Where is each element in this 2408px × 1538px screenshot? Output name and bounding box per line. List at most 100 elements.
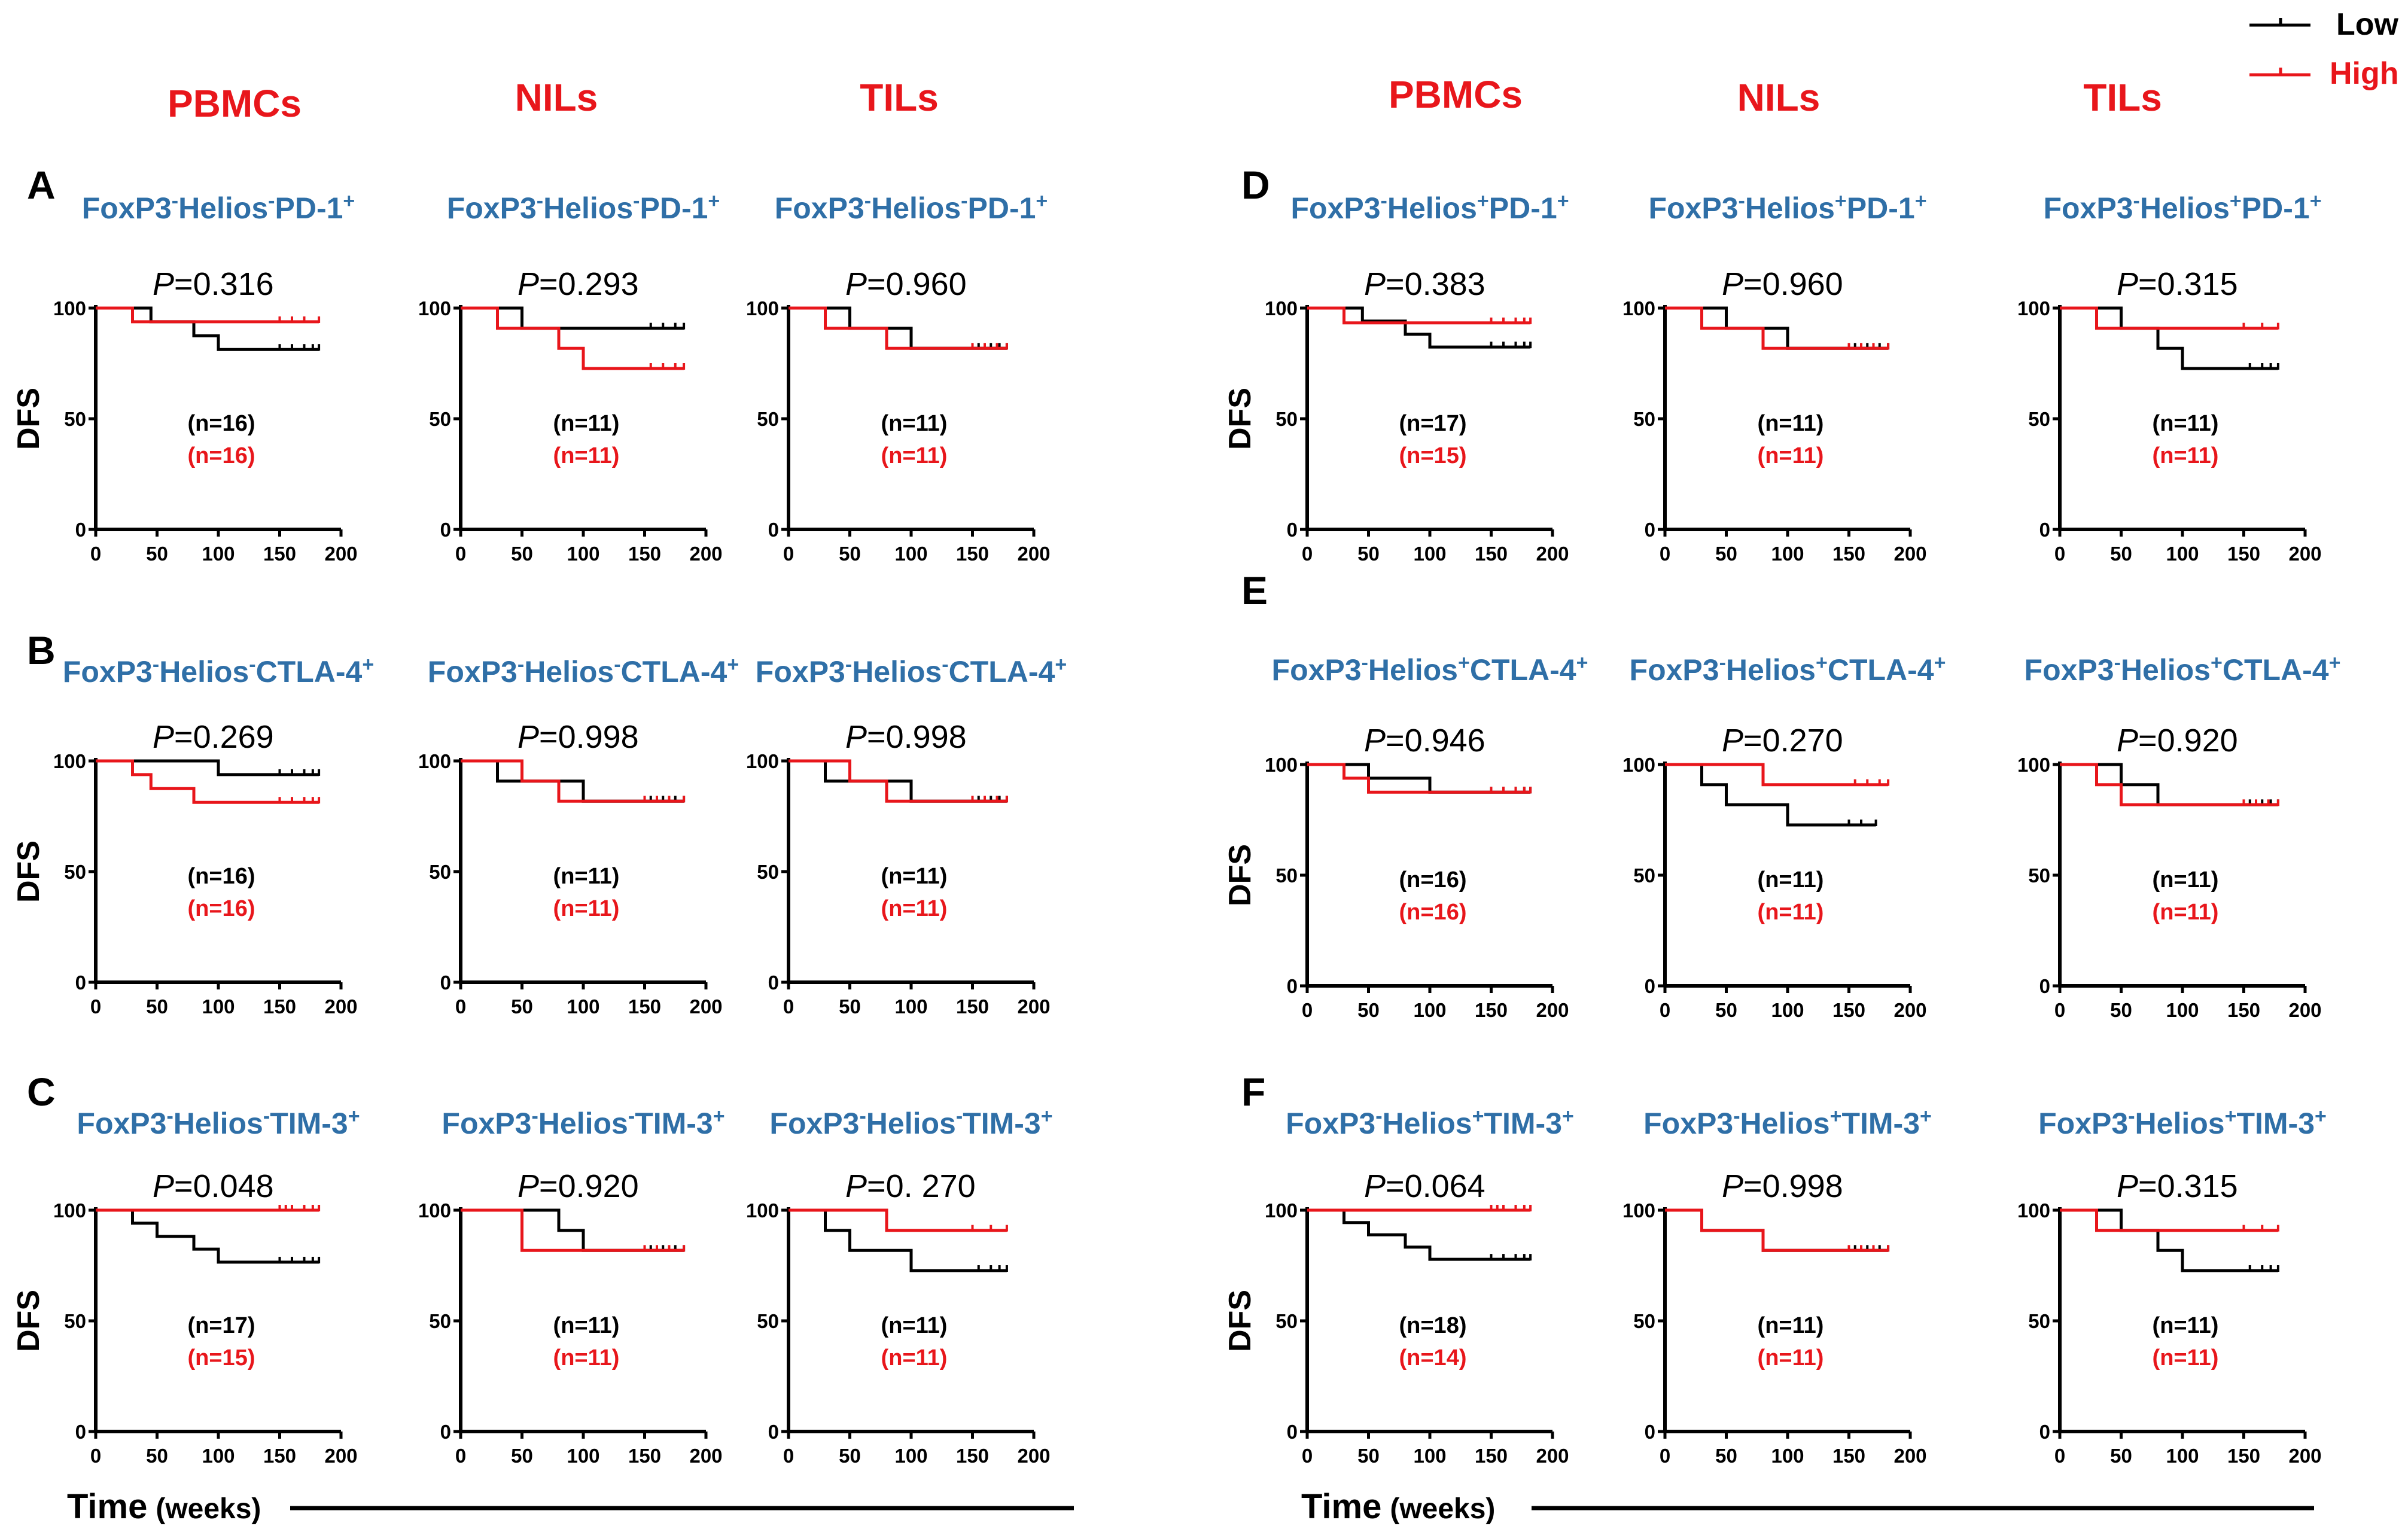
title-superscript: + bbox=[1477, 190, 1489, 212]
n-high-label: (n=11) bbox=[1758, 443, 1824, 468]
y-tick-label: 0 bbox=[440, 519, 451, 541]
n-low-label: (n=11) bbox=[881, 1313, 948, 1338]
title-part: PD-1 bbox=[1489, 191, 1557, 225]
title-superscript: + bbox=[2315, 1105, 2327, 1128]
km-curve-high bbox=[461, 1208, 684, 1252]
n-low-label: (n=16) bbox=[188, 411, 255, 436]
x-tick-label: 200 bbox=[1017, 995, 1050, 1018]
km-curve-low bbox=[2060, 306, 2278, 370]
x-tick-label: 100 bbox=[2166, 999, 2199, 1021]
chart-title: FoxP3-Helios-TIM-3+ bbox=[769, 1105, 1052, 1140]
p-value-number: =0.960 bbox=[867, 266, 967, 302]
p-value-number: =0.269 bbox=[174, 719, 274, 755]
km-curve-low bbox=[789, 1208, 1007, 1272]
x-tick-label: 150 bbox=[628, 995, 661, 1018]
y-tick-label: 100 bbox=[2017, 297, 2050, 319]
title-superscript: + bbox=[1562, 1105, 1574, 1128]
title-part: TIM-3 bbox=[2236, 1107, 2315, 1140]
x-tick-label: 200 bbox=[689, 543, 722, 565]
title-part: FoxP3 bbox=[428, 655, 517, 689]
x-tick-label: 0 bbox=[455, 995, 466, 1018]
time-axis-right: Time (weeks) bbox=[1301, 1487, 2314, 1526]
x-tick-label: 0 bbox=[2054, 543, 2065, 565]
n-low-label: (n=11) bbox=[553, 1313, 620, 1338]
time-label-right-units: (weeks) bbox=[1390, 1493, 1495, 1525]
title-part: Helios bbox=[178, 191, 268, 225]
km-curve-high bbox=[1307, 306, 1531, 325]
x-tick-label: 150 bbox=[1832, 1445, 1865, 1467]
panel-letter-b: B bbox=[27, 628, 56, 672]
title-superscript: - bbox=[263, 1105, 270, 1128]
title-superscript: + bbox=[1055, 653, 1067, 676]
title-part: Helios bbox=[852, 655, 942, 689]
p-value-number: =0.293 bbox=[539, 266, 639, 302]
title-part: FoxP3 bbox=[82, 191, 172, 225]
y-tick-label: 50 bbox=[1633, 1310, 1655, 1332]
x-tick-label: 50 bbox=[1357, 1445, 1380, 1467]
title-part: TIM-3 bbox=[635, 1107, 713, 1140]
n-high-label: (n=11) bbox=[1758, 900, 1824, 925]
title-part: FoxP3 bbox=[442, 1107, 531, 1140]
chart-title: FoxP3-Helios-CTLA-4+ bbox=[428, 653, 739, 689]
title-part: PD-1 bbox=[1847, 191, 1915, 225]
x-tick-label: 50 bbox=[2110, 1445, 2132, 1467]
title-part: Helios bbox=[1368, 653, 1458, 687]
x-tick-label: 50 bbox=[839, 1445, 861, 1467]
y-tick-label: 100 bbox=[1622, 297, 1655, 319]
y-tick-label: 0 bbox=[2039, 1421, 2050, 1443]
y-tick-label: 100 bbox=[1622, 1199, 1655, 1222]
n-high-label: (n=14) bbox=[1399, 1345, 1467, 1371]
title-superscript: - bbox=[2133, 190, 2140, 212]
km-curve-low bbox=[1307, 306, 1531, 349]
x-tick-label: 0 bbox=[783, 995, 794, 1018]
p-value-symbol: P bbox=[2117, 266, 2138, 302]
x-tick-label: 200 bbox=[1536, 1445, 1569, 1467]
y-tick-label: 0 bbox=[75, 519, 86, 541]
y-tick-label: 50 bbox=[757, 1310, 779, 1332]
x-tick-label: 100 bbox=[1413, 999, 1446, 1021]
p-value-number: =0.315 bbox=[2138, 1168, 2238, 1204]
x-tick-label: 100 bbox=[1771, 1445, 1804, 1467]
x-tick-label: 150 bbox=[2227, 999, 2260, 1021]
p-value-symbol: P bbox=[2117, 1168, 2138, 1204]
km-curve-high bbox=[96, 759, 319, 804]
x-tick-label: 0 bbox=[455, 1445, 466, 1467]
km-curve-high bbox=[789, 306, 1007, 350]
column-header-nils-left: NILs bbox=[515, 76, 598, 119]
p-value-label: P=0.269 bbox=[153, 719, 274, 755]
n-high-label: (n=11) bbox=[1758, 1345, 1824, 1371]
title-part: PD-1 bbox=[640, 191, 708, 225]
title-superscript: + bbox=[348, 1105, 360, 1128]
column-header-tils-left: TILs bbox=[860, 76, 939, 119]
y-tick-label: 50 bbox=[757, 408, 779, 430]
x-tick-label: 50 bbox=[2110, 543, 2132, 565]
km-curve-high bbox=[461, 306, 684, 370]
x-tick-label: 100 bbox=[202, 1445, 235, 1467]
x-tick-label: 0 bbox=[2054, 999, 2065, 1021]
title-superscript: - bbox=[249, 653, 255, 676]
y-tick-label: 50 bbox=[1275, 1310, 1298, 1332]
p-value-number: =0.920 bbox=[2138, 723, 2238, 759]
y-tick-label: 100 bbox=[2017, 1199, 2050, 1222]
title-superscript: + bbox=[1576, 651, 1588, 674]
n-low-label: (n=11) bbox=[2153, 1313, 2219, 1338]
km-curve-high bbox=[1665, 763, 1889, 787]
x-tick-label: 50 bbox=[2110, 999, 2132, 1021]
n-high-label: (n=11) bbox=[881, 443, 948, 468]
y-tick-label: 100 bbox=[53, 1199, 86, 1222]
panel-letter-e: E bbox=[1241, 568, 1268, 613]
x-tick-label: 100 bbox=[1413, 1445, 1446, 1467]
chart-title: FoxP3-Helios+CTLA-4+ bbox=[1630, 651, 1946, 687]
p-value-symbol: P bbox=[1722, 1168, 1743, 1204]
n-low-label: (n=11) bbox=[881, 411, 948, 436]
x-tick-label: 100 bbox=[1413, 543, 1446, 565]
p-value-symbol: P bbox=[1364, 723, 1386, 759]
title-superscript: - bbox=[2128, 1105, 2135, 1128]
title-part: Helios bbox=[173, 1107, 263, 1140]
